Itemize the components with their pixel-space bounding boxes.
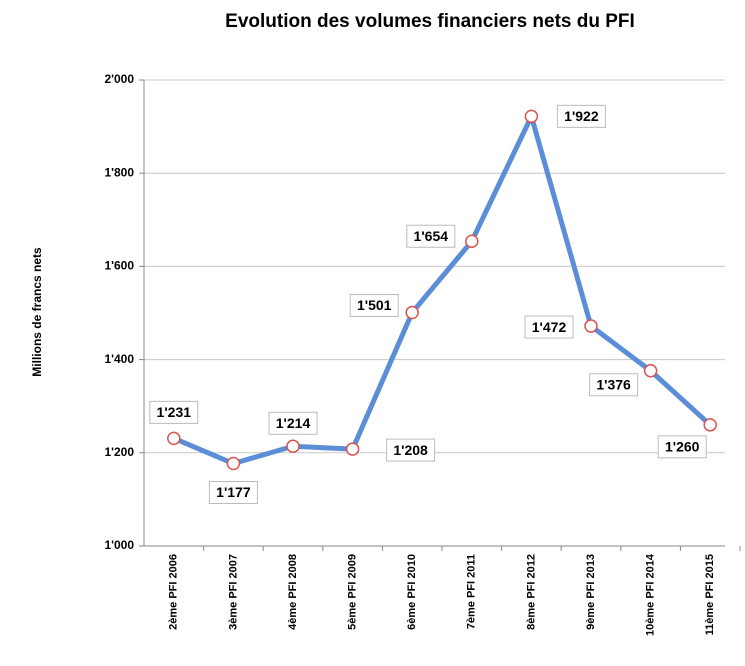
label-box <box>386 438 436 462</box>
y-tick-label: 2'000 <box>104 72 134 86</box>
label-box <box>657 435 707 459</box>
label-box <box>524 315 574 339</box>
data-label: 1'208 <box>393 442 428 458</box>
x-tick-label: 5ème PFI 2009 <box>347 554 359 630</box>
marker <box>584 319 598 333</box>
label-box <box>406 224 456 248</box>
data-label: 1'376 <box>596 376 631 392</box>
marker <box>226 456 241 471</box>
label-box <box>208 481 258 505</box>
y-tick-label: 1'400 <box>104 352 134 366</box>
marker <box>286 439 300 454</box>
data-label: 1'654 <box>414 228 449 244</box>
marker <box>465 234 479 248</box>
x-tick-label: 10ème PFI 2014 <box>645 553 657 636</box>
chart-title: Evolution des volumes financiers nets du… <box>225 11 635 32</box>
data-label: 1'501 <box>357 297 392 313</box>
label-box <box>349 294 399 318</box>
line <box>172 113 712 467</box>
x-tick-label: 8ème PFI 2012 <box>525 554 537 630</box>
data-label: 1'214 <box>276 415 311 431</box>
label-box <box>589 373 639 397</box>
marker <box>167 431 181 446</box>
data-label: 1'260 <box>665 439 700 455</box>
x-tick-label: 4ème PFI 2008 <box>287 554 299 630</box>
y-tick-label: 1'200 <box>104 445 134 459</box>
label-box <box>268 411 318 435</box>
marker <box>345 442 360 456</box>
x-tick-label: 2ème PFI 2006 <box>168 554 180 630</box>
x-tick-label: 3ème PFI 2007 <box>227 554 239 630</box>
y-tick-label: 1'000 <box>104 538 134 552</box>
marker <box>703 418 717 432</box>
label-box <box>556 104 606 128</box>
data-label: 1'177 <box>216 484 251 500</box>
x-tick-label: 11ème PFI 2015 <box>704 554 716 635</box>
y-tick-label: 1'600 <box>104 259 134 273</box>
marker <box>524 109 539 124</box>
data-label: 1'231 <box>157 404 192 420</box>
x-tick-label: 9ème PFI 2013 <box>585 554 597 630</box>
y-axis-label: Millions de francs nets <box>30 247 44 377</box>
x-tick-label: 6ème PFI 2010 <box>406 554 418 630</box>
data-label: 1'922 <box>564 108 599 124</box>
marker <box>405 305 419 320</box>
x-tick-label: 7ème PFI 2011 <box>466 554 478 629</box>
marker <box>643 364 658 378</box>
y-tick-label: 1'800 <box>104 165 134 179</box>
data-label: 1'472 <box>532 319 567 335</box>
label-box <box>149 400 199 424</box>
